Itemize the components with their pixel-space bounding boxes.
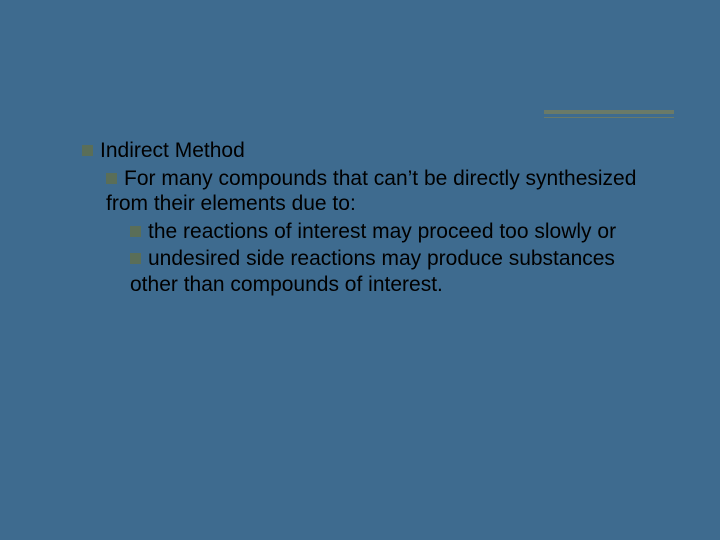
bullet-lvl3b: undesired side reactions may produce sub… (130, 246, 660, 297)
accent-line-thick (544, 110, 674, 114)
bullet-lvl1-text: Indirect Method (100, 139, 245, 162)
bullet-lvl3a-text: the reactions of interest may proceed to… (148, 220, 616, 243)
square-bullet-icon (130, 253, 141, 264)
slide-content: Indirect Method For many compounds that … (82, 138, 660, 300)
square-bullet-icon (130, 226, 141, 237)
bullet-lvl1: Indirect Method (82, 138, 660, 164)
accent-lines (544, 110, 674, 118)
bullet-lvl2: For many compounds that can’t be directl… (106, 166, 660, 217)
square-bullet-icon (106, 173, 117, 184)
bullet-lvl3b-text: undesired side reactions may produce sub… (130, 247, 615, 296)
square-bullet-icon (82, 145, 93, 156)
bullet-lvl3a: the reactions of interest may proceed to… (130, 219, 660, 245)
bullet-lvl2-text: For many compounds that can’t be directl… (106, 167, 636, 216)
accent-line-thin (544, 117, 674, 118)
